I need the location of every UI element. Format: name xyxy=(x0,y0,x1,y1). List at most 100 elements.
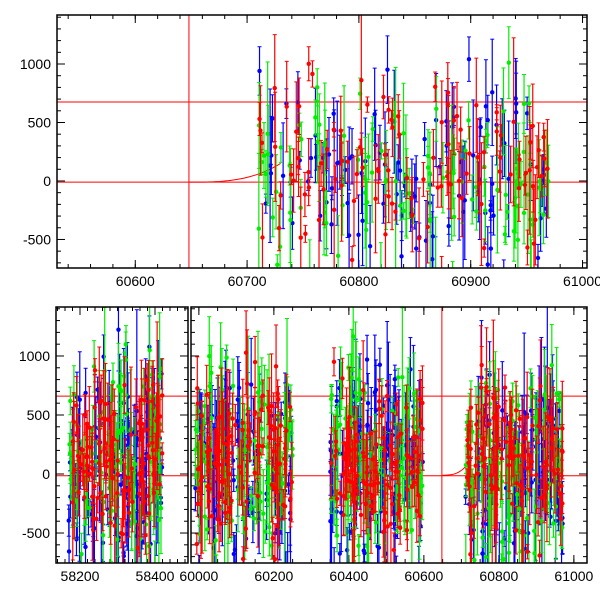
data-point-blue xyxy=(328,518,333,524)
data-point-green xyxy=(528,217,533,222)
data-point-red xyxy=(498,155,503,160)
data-point-red xyxy=(278,193,283,198)
data-point-blue xyxy=(466,56,472,62)
data-point-red xyxy=(306,185,312,190)
data-point-red xyxy=(331,207,337,213)
data-point-green xyxy=(123,342,128,347)
data-point-green xyxy=(255,390,261,395)
data-point-red xyxy=(70,500,75,505)
x-tick-label: 60200 xyxy=(254,568,293,584)
data-point-blue xyxy=(362,550,367,556)
data-point-blue xyxy=(193,485,198,491)
data-point-green xyxy=(213,538,218,543)
data-point-green xyxy=(230,383,236,389)
x-tick-label: 60800 xyxy=(339,273,378,289)
data-point-green xyxy=(263,171,269,177)
top-panel: 60600 60700 60800 60900 61000 -500 0 500 1000 xyxy=(20,14,600,289)
data-point-green xyxy=(337,422,343,427)
data-point-red xyxy=(80,447,85,453)
data-point-red xyxy=(474,103,479,108)
y-tick-label: 1000 xyxy=(19,348,50,364)
data-point-blue xyxy=(267,163,273,168)
data-point-green xyxy=(339,383,344,389)
data-point-green xyxy=(463,148,468,153)
data-point-red xyxy=(479,201,484,207)
data-point-red xyxy=(160,393,165,398)
data-point-red xyxy=(257,116,262,122)
data-point-green xyxy=(356,377,361,382)
data-point-red xyxy=(141,461,146,466)
data-point-blue xyxy=(556,408,562,414)
data-point-green xyxy=(207,383,212,389)
data-point-green xyxy=(469,197,475,202)
data-point-red xyxy=(123,488,128,494)
data-point-red xyxy=(383,232,388,237)
data-point-blue xyxy=(116,327,121,332)
x-tick-label: 60600 xyxy=(116,273,155,289)
data-point-red xyxy=(126,510,132,516)
data-point-green xyxy=(501,109,506,114)
data-point-blue xyxy=(513,110,519,115)
data-point-green xyxy=(526,101,532,106)
data-point-red xyxy=(272,85,277,91)
data-point-red xyxy=(76,458,82,463)
data-point-green xyxy=(266,476,272,482)
data-point-green xyxy=(427,218,433,224)
data-point-green xyxy=(329,392,335,398)
data-point-red xyxy=(393,209,398,214)
data-point-green xyxy=(328,396,334,402)
x-tick-label: 60000 xyxy=(179,568,218,584)
data-point-green xyxy=(202,514,208,519)
data-point-blue xyxy=(385,67,390,72)
data-point-red xyxy=(316,217,322,223)
data-point-red xyxy=(446,181,451,186)
data-point-green xyxy=(362,190,368,195)
data-point-red xyxy=(431,155,436,161)
data-point-green xyxy=(124,411,129,417)
data-point-red xyxy=(522,182,528,188)
data-point-red xyxy=(109,439,115,445)
subpanel: 60000 60200 60400 60600 60800 61000 xyxy=(179,306,594,584)
data-point-red xyxy=(74,403,79,408)
data-point-red xyxy=(296,164,301,170)
data-point-red xyxy=(451,118,457,123)
data-point-green xyxy=(290,453,295,458)
data-point-red xyxy=(433,84,438,90)
x-tick-label: 58400 xyxy=(136,568,175,584)
data-point-green xyxy=(451,214,457,220)
data-point-green xyxy=(275,262,280,267)
data-point-blue xyxy=(346,233,352,238)
data-point-green xyxy=(364,199,370,205)
data-point-blue xyxy=(381,201,386,207)
data-point-red xyxy=(545,166,550,172)
data-point-red xyxy=(92,368,98,373)
data-point-green xyxy=(278,145,284,150)
data-point-green xyxy=(395,375,401,380)
data-point-green xyxy=(315,85,320,90)
data-point-red xyxy=(481,150,487,155)
data-point-green xyxy=(121,425,126,431)
data-point-blue xyxy=(490,90,495,95)
data-point-red xyxy=(143,532,148,538)
data-point-green xyxy=(425,165,431,170)
data-point-red xyxy=(122,382,127,388)
data-point-green xyxy=(521,210,527,216)
data-layer xyxy=(56,307,188,563)
data-point-red xyxy=(425,224,430,230)
data-point-blue xyxy=(118,482,124,488)
data-point-green xyxy=(205,527,210,532)
data-point-red xyxy=(76,489,81,495)
data-point-blue xyxy=(231,551,237,557)
data-point-green xyxy=(67,442,72,447)
data-point-red xyxy=(294,129,299,134)
data-point-green xyxy=(427,171,433,176)
x-tick-label: 61000 xyxy=(554,568,593,584)
data-point-green xyxy=(270,215,275,220)
data-point-blue xyxy=(506,176,511,182)
data-point-blue xyxy=(329,222,334,227)
data-point-blue xyxy=(77,397,82,402)
data-point-red xyxy=(541,134,546,140)
data-point-red xyxy=(525,245,530,250)
data-point-red xyxy=(142,397,148,403)
data-point-red xyxy=(536,147,541,153)
